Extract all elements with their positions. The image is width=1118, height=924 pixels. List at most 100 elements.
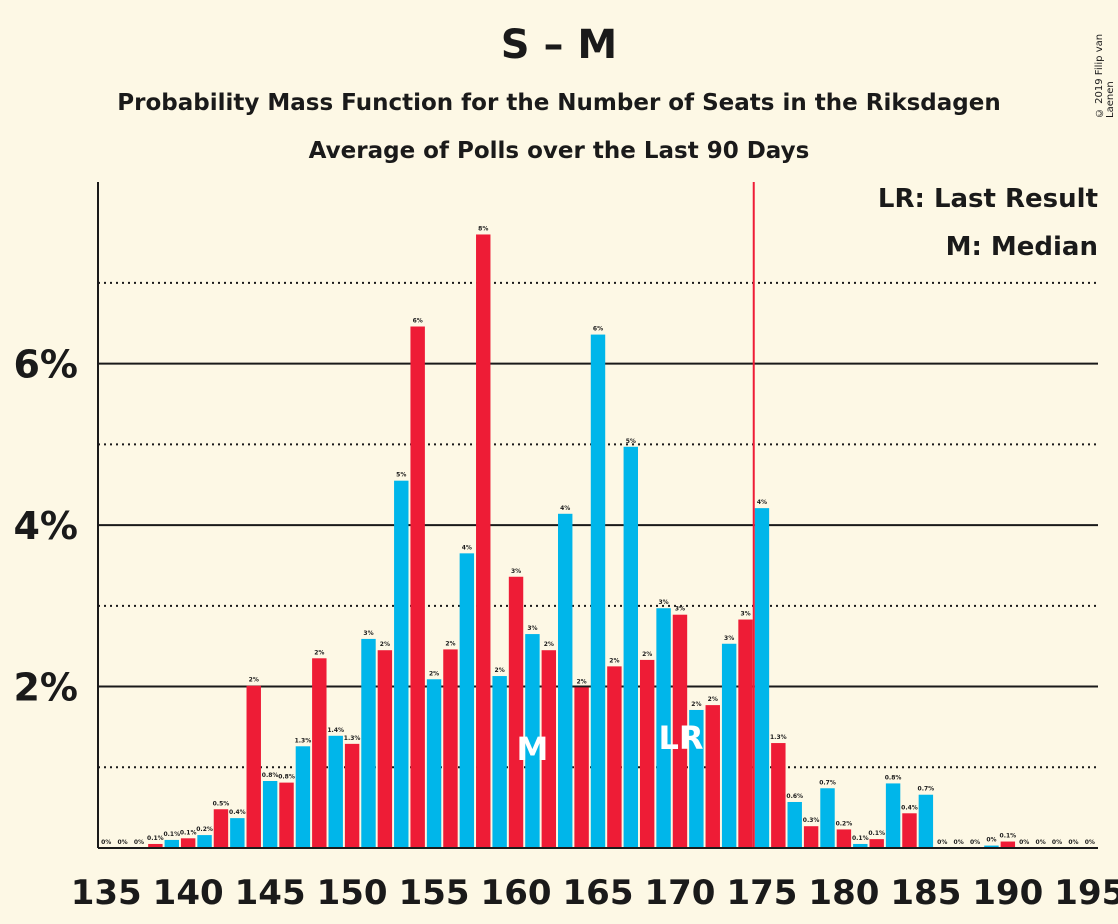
bar-data-label: 1.3%: [344, 735, 361, 742]
bar-data-label: 0%: [117, 839, 127, 846]
bar-data-label: 0%: [986, 837, 996, 844]
bar-data-label: 2%: [691, 701, 701, 708]
bar-data-label: 4%: [560, 505, 570, 512]
bar-seat-182: [869, 839, 884, 848]
x-tick-label: 135: [71, 873, 142, 913]
bar-data-label: 0.8%: [885, 774, 902, 781]
bar-data-label: 0.1%: [1000, 833, 1017, 840]
bar-data-label: 2%: [314, 649, 324, 656]
bar-seat-147: [295, 746, 311, 848]
bar-data-label: 0%: [1068, 839, 1078, 846]
bar-data-label: 0.2%: [196, 826, 213, 833]
bar-data-label: 8%: [478, 225, 488, 232]
bar-seat-173: [721, 643, 737, 848]
bar-data-label: 2%: [380, 641, 390, 648]
bar-seat-141: [197, 835, 212, 848]
chart-subtitle-secondary: Average of Polls over the Last 90 Days: [308, 138, 810, 164]
bar-seat-162: [541, 650, 557, 848]
bar-data-label: 0.1%: [147, 835, 164, 842]
bar-data-label: 3%: [658, 599, 668, 606]
bar-seat-142: [213, 809, 229, 848]
bar-data-label: 5%: [396, 472, 406, 479]
bar-seat-144: [246, 685, 261, 848]
bar-data-label: 1.4%: [327, 727, 344, 734]
bar-seat-181: [853, 843, 868, 848]
bar-seat-168: [639, 659, 655, 848]
bar-seat-177: [787, 801, 802, 848]
bar-seat-158: [476, 234, 491, 849]
x-tick-label: 150: [317, 873, 388, 913]
x-tick-label: 190: [972, 873, 1043, 913]
bar-data-label: 0%: [970, 839, 980, 846]
last-result-marker: LR: [658, 719, 703, 757]
bar-data-label: 0%: [1019, 839, 1029, 846]
bar-data-label: 6%: [413, 318, 423, 325]
y-tick-label: 4%: [13, 504, 78, 548]
bar-seat-157: [459, 553, 475, 848]
bar-data-label: 0%: [937, 839, 947, 846]
x-tick-label: 170: [644, 873, 715, 913]
x-tick-label: 175: [726, 873, 797, 913]
bar-data-label: 0.7%: [918, 786, 935, 793]
bar-seat-169: [656, 608, 671, 848]
x-tick-label: 195: [1054, 873, 1118, 913]
bar-seat-166: [607, 666, 622, 848]
bar-seat-152: [377, 650, 393, 848]
bar-data-label: 0.2%: [836, 820, 853, 827]
x-tick-label: 145: [235, 873, 306, 913]
x-tick-label: 155: [399, 873, 470, 913]
bar-data-label: 0.1%: [163, 831, 180, 838]
bar-data-label: 3%: [511, 568, 521, 575]
bar-seat-175: [754, 508, 770, 848]
x-tick-label: 140: [153, 873, 224, 913]
chart-title: S – M: [500, 22, 618, 68]
bar-data-label: 2%: [609, 657, 619, 664]
bar-data-label: 2%: [708, 696, 718, 703]
bar-seat-163: [558, 513, 573, 848]
y-tick-label: 2%: [13, 666, 78, 710]
bar-seat-171: [689, 709, 704, 848]
bar-seat-138: [148, 843, 163, 848]
bar-data-label: 0%: [101, 839, 111, 846]
bar-data-label: 1.3%: [295, 737, 312, 744]
bar-data-label: 0%: [134, 839, 144, 846]
bar-seat-172: [705, 705, 720, 848]
bar-seat-153: [394, 480, 409, 848]
chart-subtitle: Probability Mass Function for the Number…: [117, 90, 1001, 116]
bar-data-label: 0.4%: [901, 804, 918, 811]
bar-data-label: 1.3%: [770, 734, 787, 741]
bar-data-label: 0%: [1085, 839, 1095, 846]
bar-seat-184: [902, 813, 917, 848]
bar-data-label: 0.1%: [180, 829, 197, 836]
legend-median: M: Median: [945, 232, 1098, 262]
bar-data-label: 0.7%: [819, 779, 836, 786]
bar-seat-160: [508, 576, 524, 848]
bar-data-label: 2%: [495, 667, 505, 674]
bar-seat-156: [443, 649, 458, 848]
bar-data-label: 0%: [1036, 839, 1046, 846]
bar-seat-154: [410, 326, 425, 848]
bar-seat-159: [492, 676, 507, 848]
bar-seat-165: [590, 334, 606, 848]
bar-data-label: 0.3%: [803, 817, 820, 824]
bar-seat-164: [574, 687, 589, 848]
bar-data-label: 0.5%: [213, 800, 230, 807]
bar-seat-139: [164, 839, 179, 848]
bar-data-label: 3%: [740, 611, 750, 618]
bar-seat-179: [820, 788, 835, 848]
bar-seat-178: [803, 826, 819, 848]
bar-data-label: 2%: [577, 678, 587, 685]
bar-data-label: 4%: [757, 499, 767, 506]
bar-data-label: 0.1%: [868, 830, 885, 837]
bar-data-label: 0%: [1052, 839, 1062, 846]
bar-data-label: 4%: [462, 544, 472, 551]
x-tick-label: 160: [481, 873, 552, 913]
bar-data-label: 3%: [724, 635, 734, 642]
bar-seat-146: [279, 782, 294, 848]
bar-data-label: 0.8%: [278, 774, 295, 781]
bar-seat-151: [361, 638, 376, 848]
bar-data-label: 0.1%: [852, 835, 869, 842]
bar-data-label: 2%: [429, 670, 439, 677]
bar-seat-183: [885, 783, 901, 848]
